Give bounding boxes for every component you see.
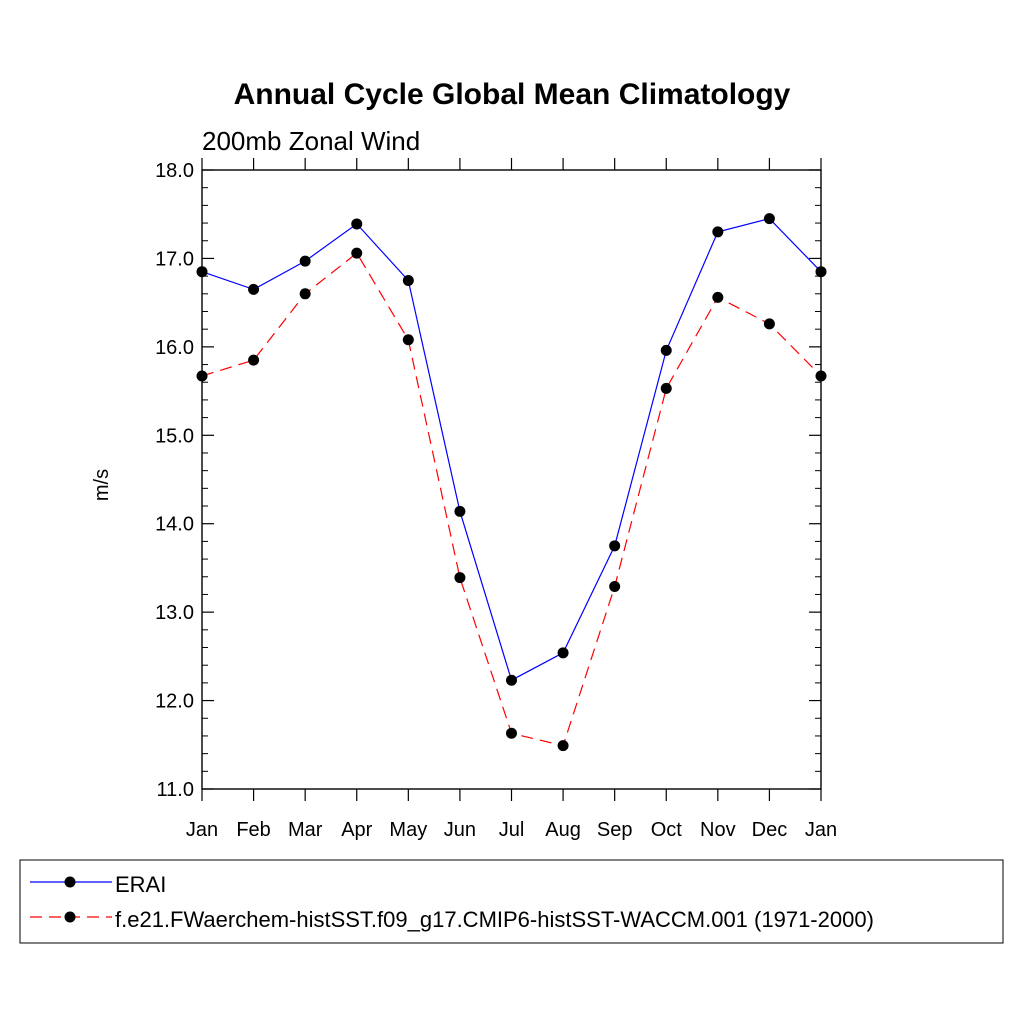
data-point-model: [402, 334, 414, 346]
x-tick-label: Jun: [444, 819, 476, 841]
data-point-erai: [351, 218, 363, 230]
data-point-model: [299, 288, 311, 300]
data-point-erai: [609, 540, 621, 552]
y-tick-label: 12.0: [155, 691, 194, 713]
data-point-erai: [248, 283, 260, 295]
data-point-erai: [660, 344, 672, 356]
y-axis-label: m/s: [91, 469, 113, 501]
legend-label-model: f.e21.FWaerchem-histSST.f09_g17.CMIP6-hi…: [115, 907, 874, 932]
y-tick-label: 14.0: [155, 514, 194, 536]
y-tick-label: 13.0: [155, 602, 194, 624]
data-point-model: [351, 247, 363, 259]
legend-label-erai: ERAI: [115, 872, 166, 897]
series-line-model: [201, 252, 822, 747]
data-point-model: [557, 740, 569, 752]
x-tick-label: Jan: [805, 819, 837, 841]
x-tick-label: Sep: [597, 819, 633, 841]
data-point-erai: [815, 266, 827, 278]
x-tick-label: May: [389, 819, 427, 841]
series-markers: [196, 213, 827, 752]
x-tick-label: Nov: [700, 819, 736, 841]
y-tick-label: 15.0: [155, 425, 194, 447]
legend-box: [19, 859, 1004, 944]
data-point-model: [609, 580, 621, 592]
series-line-erai: [201, 217, 822, 682]
chart-subtitle: 200mb Zonal Wind: [202, 126, 420, 156]
x-tick-label: Jul: [499, 819, 525, 841]
data-point-model: [248, 354, 260, 366]
data-point-erai: [506, 674, 517, 686]
data-point-erai: [196, 266, 208, 278]
series-lines: [201, 217, 822, 747]
y-tick-label: 16.0: [155, 337, 194, 359]
plot-frame: [201, 169, 822, 790]
y-tick-label: 18.0: [155, 160, 194, 182]
data-point-erai: [402, 275, 414, 287]
legend-marker-model: [64, 911, 76, 923]
x-tick-label: Oct: [651, 819, 683, 841]
data-point-model: [763, 318, 775, 330]
data-point-model: [506, 727, 517, 739]
data-point-model: [712, 291, 724, 303]
axis-ticks: 11.0 12.0 13.0 14.0 15.0 16.0 17.0 18.0 Jan Feb Ma…: [155, 158, 837, 841]
data-point-erai: [763, 213, 775, 225]
x-tick-label: Aug: [545, 819, 581, 841]
data-point-model: [660, 382, 672, 394]
x-tick-label: Apr: [341, 819, 372, 841]
legend-marker-erai: [64, 876, 76, 888]
data-point-erai: [557, 647, 569, 659]
legend-samples: [30, 876, 112, 923]
data-point-erai: [712, 226, 724, 238]
x-tick-label: Mar: [288, 819, 323, 841]
data-point-model: [815, 370, 827, 382]
chart-title: Annual Cycle Global Mean Climatology: [234, 78, 791, 111]
x-tick-label: Jan: [186, 819, 218, 841]
legend: ERAI f.e21.FWaerchem-histSST.f09_g17.CMI…: [19, 859, 1004, 944]
x-tick-label: Feb: [236, 819, 270, 841]
data-point-model: [454, 572, 466, 584]
data-point-erai: [454, 505, 466, 517]
data-point-erai: [299, 255, 311, 267]
y-tick-label: 11.0: [157, 779, 194, 801]
data-point-model: [196, 370, 208, 382]
x-tick-label: Dec: [752, 819, 788, 841]
y-tick-label: 17.0: [155, 248, 194, 270]
